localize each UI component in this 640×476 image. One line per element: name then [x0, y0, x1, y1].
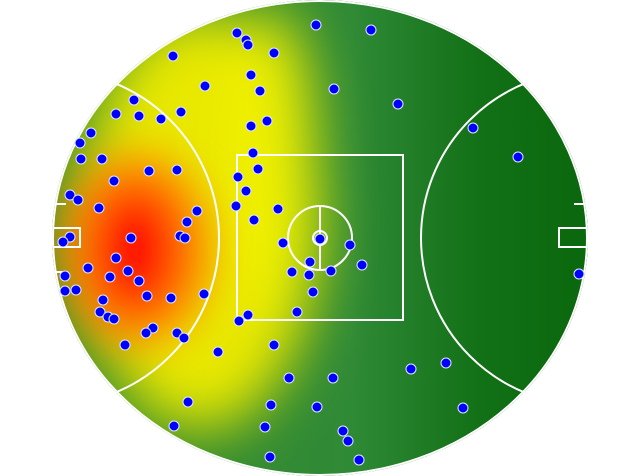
- point: [110, 108, 122, 120]
- point: [264, 451, 276, 463]
- point: [356, 259, 368, 271]
- point: [242, 39, 254, 51]
- point: [133, 110, 145, 122]
- point: [440, 357, 452, 369]
- point: [179, 232, 191, 244]
- point: [467, 122, 479, 134]
- point: [457, 402, 469, 414]
- point: [212, 346, 224, 358]
- point: [311, 401, 323, 413]
- point: [168, 420, 180, 432]
- point: [272, 203, 284, 215]
- point: [303, 269, 315, 281]
- point: [167, 50, 179, 62]
- point: [337, 425, 349, 437]
- point: [191, 205, 203, 217]
- point: [353, 454, 365, 466]
- point: [365, 24, 377, 36]
- point: [178, 332, 190, 344]
- field-lines: [52, 70, 588, 406]
- point: [230, 200, 242, 212]
- point: [342, 435, 354, 447]
- point: [128, 94, 140, 106]
- point: [133, 275, 145, 287]
- point: [512, 151, 524, 163]
- point: [85, 127, 97, 139]
- point: [232, 171, 244, 183]
- point: [155, 113, 167, 125]
- point: [247, 147, 259, 159]
- point: [97, 294, 109, 306]
- point: [573, 268, 585, 280]
- point: [70, 284, 82, 296]
- point: [143, 165, 155, 177]
- point: [57, 236, 69, 248]
- point: [93, 202, 105, 214]
- point: [231, 27, 243, 39]
- point: [110, 252, 122, 264]
- point: [325, 265, 337, 277]
- point: [59, 270, 71, 282]
- point: [233, 315, 245, 327]
- point: [82, 262, 94, 274]
- point: [199, 80, 211, 92]
- point: [405, 363, 417, 375]
- point: [268, 339, 280, 351]
- point: [261, 115, 273, 127]
- point: [94, 306, 106, 318]
- point: [181, 216, 193, 228]
- point: [108, 313, 120, 325]
- point: [175, 106, 187, 118]
- point: [245, 120, 257, 132]
- point: [254, 85, 266, 97]
- point: [104, 271, 116, 283]
- point: [304, 256, 316, 268]
- point: [240, 185, 252, 197]
- point: [182, 396, 194, 408]
- point: [327, 372, 339, 384]
- heat-core: [60, 155, 210, 345]
- point: [119, 339, 131, 351]
- point: [125, 232, 137, 244]
- point: [75, 153, 87, 165]
- point: [165, 292, 177, 304]
- point: [328, 83, 340, 95]
- point: [140, 327, 152, 339]
- point: [171, 164, 183, 176]
- point: [291, 306, 303, 318]
- point: [268, 47, 280, 59]
- point: [344, 239, 356, 251]
- point: [248, 214, 260, 226]
- point: [96, 153, 108, 165]
- point: [72, 194, 84, 206]
- point: [252, 163, 264, 175]
- point: [141, 290, 153, 302]
- point: [242, 309, 254, 321]
- point: [283, 372, 295, 384]
- point: [286, 266, 298, 278]
- point: [265, 399, 277, 411]
- point: [59, 285, 71, 297]
- point: [259, 421, 271, 433]
- point: [108, 175, 120, 187]
- point: [198, 288, 210, 300]
- point: [277, 237, 289, 249]
- point: [122, 265, 134, 277]
- point: [64, 189, 76, 201]
- point: [307, 286, 319, 298]
- point: [310, 19, 322, 31]
- point: [245, 69, 257, 81]
- point: [74, 137, 86, 149]
- point: [392, 98, 404, 110]
- point: [314, 233, 326, 245]
